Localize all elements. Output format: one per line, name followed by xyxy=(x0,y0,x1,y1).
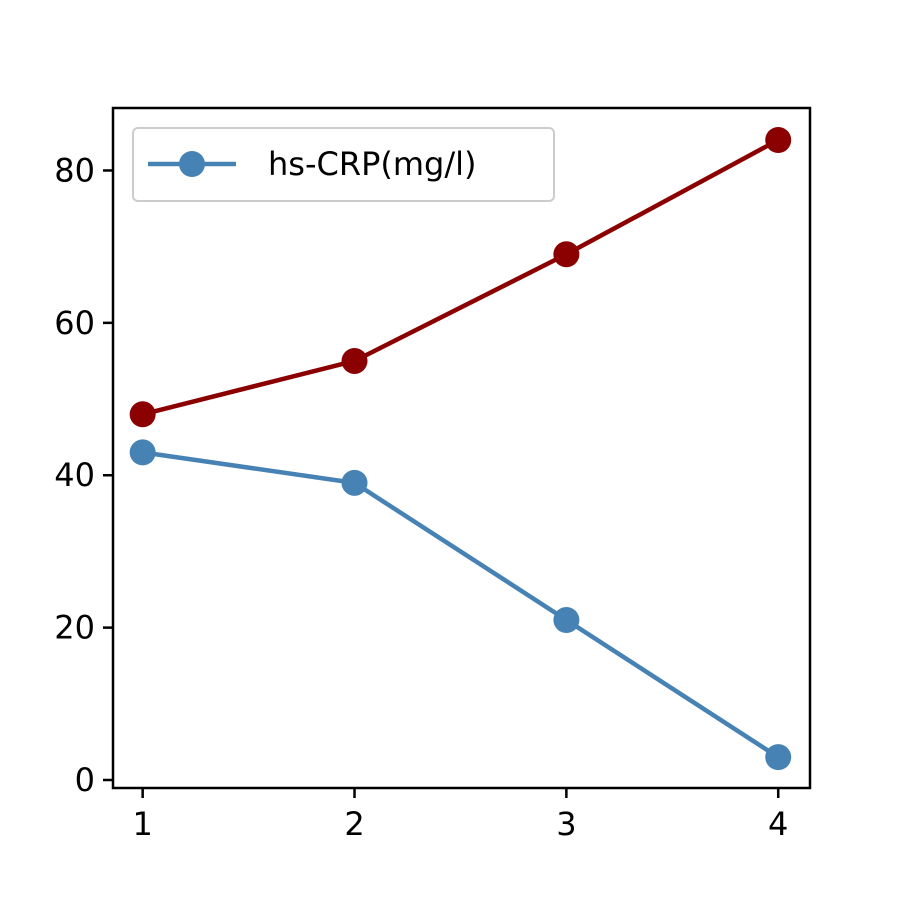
x-tick-label: 2 xyxy=(344,805,364,843)
x-tick-label: 4 xyxy=(768,805,788,843)
plot-frame xyxy=(111,106,812,790)
series-0 xyxy=(129,439,792,771)
series-1-point xyxy=(129,401,156,428)
y-tick-label: 80 xyxy=(54,151,95,189)
x-tick-label: 1 xyxy=(132,805,152,843)
y-tick-label: 0 xyxy=(75,761,95,799)
plot-area xyxy=(113,108,810,788)
series-0-point xyxy=(553,607,580,633)
series-1 xyxy=(129,127,792,428)
legend: hs-CRP(mg/l) xyxy=(132,127,555,202)
legend-label: hs-CRP(mg/l) xyxy=(268,145,477,183)
series-0-point xyxy=(129,439,156,466)
series-0-point xyxy=(765,744,792,771)
x-tick-label: 3 xyxy=(556,805,576,843)
y-tick-label: 60 xyxy=(54,304,95,342)
series-1-point xyxy=(341,347,368,374)
series-layer xyxy=(129,127,792,771)
series-1-point xyxy=(553,241,580,268)
series-0-point xyxy=(341,469,368,496)
series-1-line xyxy=(140,137,781,417)
legend-box xyxy=(132,127,555,202)
series-1-point xyxy=(765,127,792,153)
series-0-line xyxy=(140,450,781,760)
legend-marker-swatch xyxy=(179,151,205,177)
y-tick-label: 40 xyxy=(54,456,95,494)
y-tick-label: 20 xyxy=(54,609,95,647)
